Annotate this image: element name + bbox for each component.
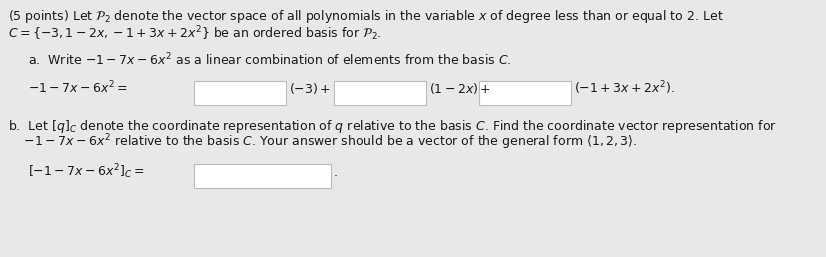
- FancyBboxPatch shape: [334, 81, 426, 105]
- Text: $[-1 - 7x - 6x^2]_C =$: $[-1 - 7x - 6x^2]_C =$: [28, 163, 145, 181]
- FancyBboxPatch shape: [194, 81, 286, 105]
- Text: $-1 - 7x - 6x^2 =$: $-1 - 7x - 6x^2 =$: [28, 80, 128, 96]
- FancyBboxPatch shape: [479, 81, 571, 105]
- Text: b.  Let $[q]_C$ denote the coordinate representation of $q$ relative to the basi: b. Let $[q]_C$ denote the coordinate rep…: [8, 118, 777, 135]
- Text: $-1 - 7x - 6x^2$ relative to the basis $C$. Your answer should be a vector of th: $-1 - 7x - 6x^2$ relative to the basis $…: [8, 132, 638, 152]
- Text: (5 points) Let $\mathcal{P}_2$ denote the vector space of all polynomials in the: (5 points) Let $\mathcal{P}_2$ denote th…: [8, 8, 724, 25]
- Text: $(-3)+$: $(-3)+$: [289, 80, 331, 96]
- Text: $(1 - 2x)+$: $(1 - 2x)+$: [429, 80, 491, 96]
- Text: $C = \{-3, 1 - 2x, -1 + 3x + 2x^2\}$ be an ordered basis for $\mathcal{P}_2$.: $C = \{-3, 1 - 2x, -1 + 3x + 2x^2\}$ be …: [8, 24, 382, 43]
- Text: a.  Write $-1 - 7x - 6x^2$ as a linear combination of elements from the basis $C: a. Write $-1 - 7x - 6x^2$ as a linear co…: [28, 52, 511, 69]
- Text: $(-1 + 3x + 2x^2).$: $(-1 + 3x + 2x^2).$: [574, 79, 675, 97]
- FancyBboxPatch shape: [194, 164, 331, 188]
- Text: .: .: [334, 166, 338, 179]
